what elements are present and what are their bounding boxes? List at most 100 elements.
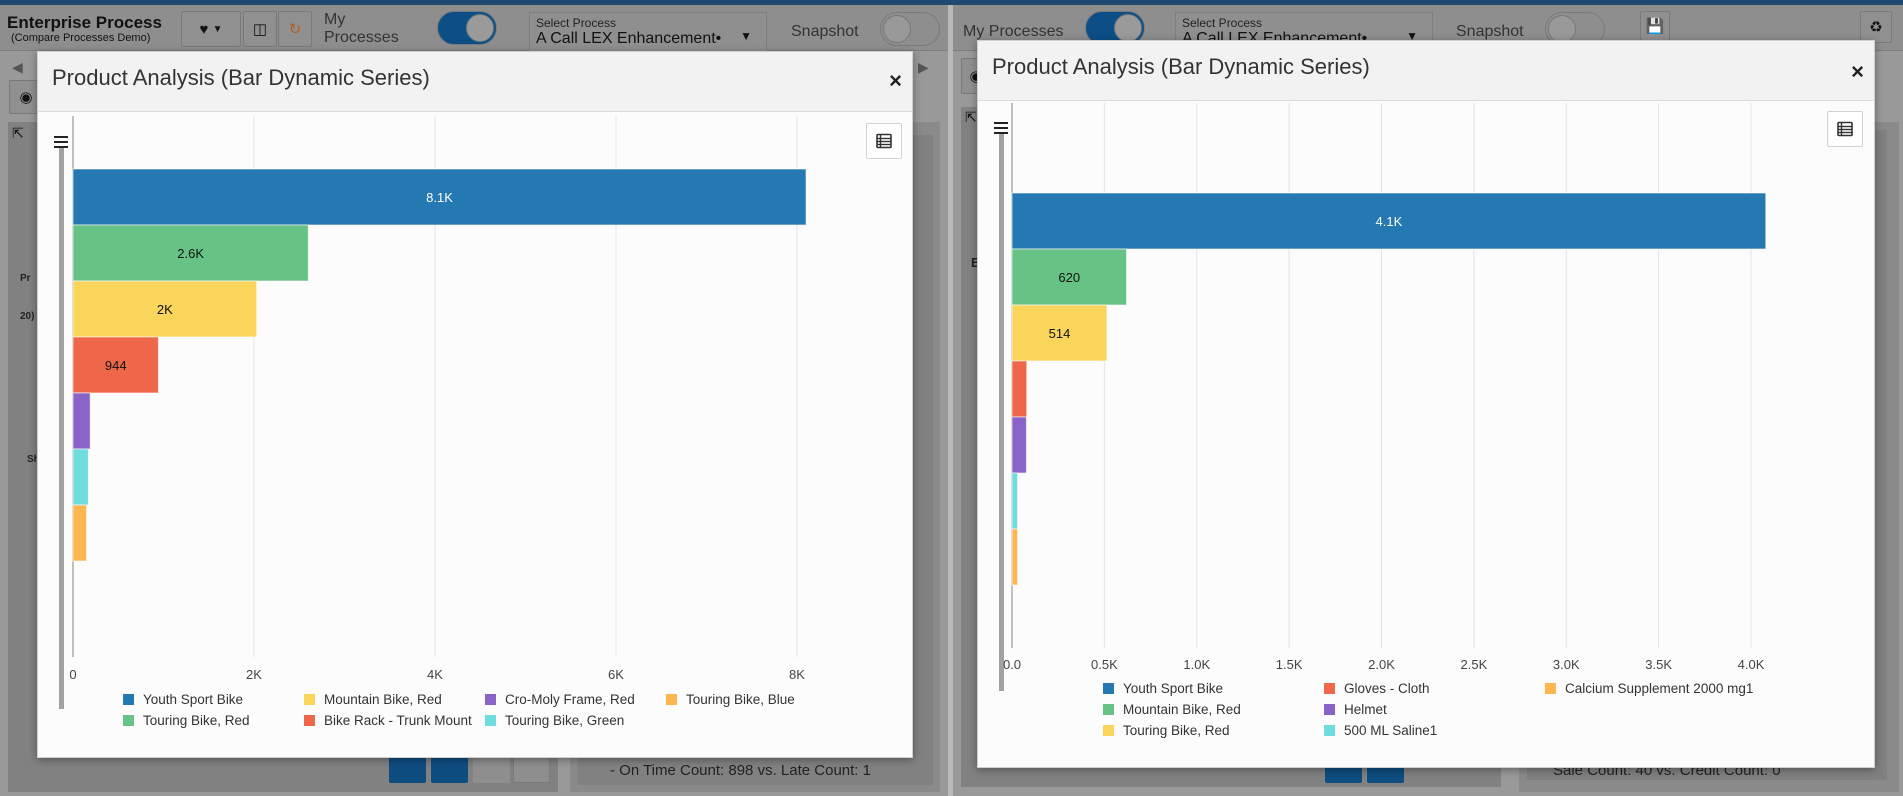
chart-menu-icon[interactable] [54, 136, 68, 148]
select-process-dropdown[interactable]: Select Process A Call LEX Enhancement• ▼ [529, 12, 767, 54]
legend-item[interactable]: Youth Sport Bike [123, 692, 243, 707]
x-tick-label: 3.0K [1553, 657, 1580, 672]
caret-down-icon: ▼ [740, 29, 752, 43]
data-table-button[interactable] [866, 123, 902, 159]
legend-item[interactable]: Calcium Supplement 2000 mg1 [1545, 681, 1753, 696]
table-icon [876, 133, 892, 149]
pane-divider[interactable] [948, 5, 953, 796]
bar-mountain-bike-red[interactable] [1011, 248, 1128, 306]
select-process-caption: Select Process [536, 16, 617, 30]
close-icon[interactable]: × [1851, 59, 1864, 84]
legend-item[interactable]: Bike Rack - Trunk Mount [304, 713, 472, 728]
legend-item[interactable]: Touring Bike, Red [123, 713, 250, 728]
legend-item[interactable]: Touring Bike, Green [485, 713, 624, 728]
app-top-bar [0, 0, 1903, 5]
table-icon [1837, 121, 1853, 137]
diagram-label: E [971, 255, 980, 270]
bar-data-label: 4.1K [1376, 214, 1403, 229]
bar-gloves-cloth[interactable] [1011, 360, 1028, 418]
diagram-label: Pr [20, 273, 31, 284]
snapshot-label: Snapshot [1456, 23, 1524, 40]
x-tick-label: 2K [246, 667, 262, 682]
legend-label: Mountain Bike, Red [324, 692, 442, 707]
chart-scrollbar[interactable] [59, 148, 64, 709]
snapshot-toggle[interactable] [880, 12, 940, 46]
bar-touring-bike-red[interactable] [1011, 304, 1108, 362]
legend-item[interactable]: Touring Bike, Red [1103, 723, 1230, 738]
bar-touring-bike-red[interactable] [72, 224, 309, 282]
snapshot-label: Snapshot [791, 23, 859, 40]
diagram-label: 20) [20, 311, 35, 322]
legend-item[interactable]: Gloves - Cloth [1324, 681, 1430, 696]
legend-label: Bike Rack - Trunk Mount [324, 713, 472, 728]
app-brand: Enterprise Process (Compare Processes De… [7, 13, 162, 44]
save-snapshot-button[interactable]: 💾 [1640, 11, 1670, 41]
legend-swatch [1324, 683, 1335, 694]
bar-touring-bike-green[interactable] [72, 448, 89, 506]
legend-swatch [485, 694, 496, 705]
legend-label: Touring Bike, Blue [686, 692, 795, 707]
recycle-icon: ♻ [1869, 19, 1883, 36]
legend-swatch [1324, 704, 1335, 715]
legend-swatch [304, 694, 315, 705]
chart-menu-icon[interactable] [994, 122, 1008, 134]
sync-button[interactable]: ↻ [278, 11, 312, 47]
legend-label: Helmet [1344, 702, 1387, 717]
chart-scrollbar[interactable] [999, 134, 1004, 691]
legend-item[interactable]: Cro-Moly Frame, Red [485, 692, 635, 707]
legend-item[interactable]: 500 ML Saline1 [1324, 723, 1437, 738]
legend-label: Mountain Bike, Red [1123, 702, 1241, 717]
legend-swatch [1103, 704, 1114, 715]
left-toolbar: Enterprise Process (Compare Processes De… [0, 5, 948, 54]
x-tick-label: 0.5K [1091, 657, 1118, 672]
bar-youth-sport-bike[interactable] [72, 168, 807, 226]
bar-data-label: 944 [105, 358, 127, 373]
bar-calcium-supplement-2000-mg1[interactable] [1011, 528, 1019, 586]
favorites-dropdown-button[interactable]: ♥ ▼ [181, 11, 241, 47]
collapse-arrow-icon[interactable]: ⇱ [965, 109, 977, 125]
legend-label: 500 ML Saline1 [1344, 723, 1438, 738]
heart-icon: ♥ [199, 20, 209, 38]
bar-500-ml-saline1[interactable] [1011, 472, 1019, 530]
collapse-arrow-icon[interactable]: ⇱ [12, 125, 24, 141]
x-tick-label: 1.0K [1183, 657, 1210, 672]
select-process-caption: Select Process [1182, 16, 1263, 30]
legend-item[interactable]: Youth Sport Bike [1103, 681, 1223, 696]
bar-youth-sport-bike[interactable] [1011, 192, 1767, 250]
dialog-header: Product Analysis (Bar Dynamic Series) × [978, 41, 1874, 101]
x-tick-label: 6K [608, 667, 624, 682]
bar-cro-moly-frame-red[interactable] [72, 392, 91, 450]
diagram-label: Sh [27, 454, 40, 465]
legend-item[interactable]: Touring Bike, Blue [666, 692, 795, 707]
bar-helmet[interactable] [1011, 416, 1027, 474]
bar-data-label: 2K [157, 302, 173, 317]
bar-bike-rack-trunk-mount[interactable] [72, 336, 159, 394]
data-table-button[interactable] [1827, 111, 1863, 147]
select-process-value: A Call LEX Enhancement• [536, 30, 722, 47]
bar-mountain-bike-red[interactable] [72, 280, 258, 338]
legend-swatch [485, 715, 496, 726]
product-analysis-dialog-left: Product Analysis (Bar Dynamic Series) × … [37, 51, 913, 758]
on-time-count-text: - On Time Count: 898 vs. Late Count: 1 [610, 762, 871, 779]
legend-label: Youth Sport Bike [143, 692, 244, 707]
x-tick-label: 4K [427, 667, 443, 682]
close-icon[interactable]: × [889, 68, 902, 93]
recycle-button[interactable]: ♻ [1860, 11, 1892, 43]
legend-label: Touring Bike, Red [143, 713, 250, 728]
bar-chart-right: 0.0 0.5K 1.0K 1.5K 2.0K 2.5K 3.0K 3.5K 4.0K 4.1K 6… [1003, 103, 1767, 672]
scroll-left-icon[interactable]: ◀ [12, 59, 23, 75]
my-processes-toggle[interactable] [1085, 11, 1145, 45]
bar-touring-bike-blue[interactable] [72, 504, 88, 562]
my-processes-toggle[interactable] [437, 11, 497, 45]
x-tick-label: 1.5K [1276, 657, 1303, 672]
sync-icon: ↻ [288, 21, 302, 38]
x-tick-label: 2.5K [1461, 657, 1488, 672]
x-tick-label: 0.0 [1003, 657, 1021, 672]
legend-item[interactable]: Helmet [1324, 702, 1387, 717]
split-view-button[interactable]: ◫ [243, 11, 277, 47]
legend-label: Gloves - Cloth [1344, 681, 1430, 696]
my-processes-label: My Processes [963, 23, 1064, 40]
legend-item[interactable]: Mountain Bike, Red [304, 692, 442, 707]
scroll-right-icon[interactable]: ▶ [918, 59, 929, 75]
legend-item[interactable]: Mountain Bike, Red [1103, 702, 1241, 717]
